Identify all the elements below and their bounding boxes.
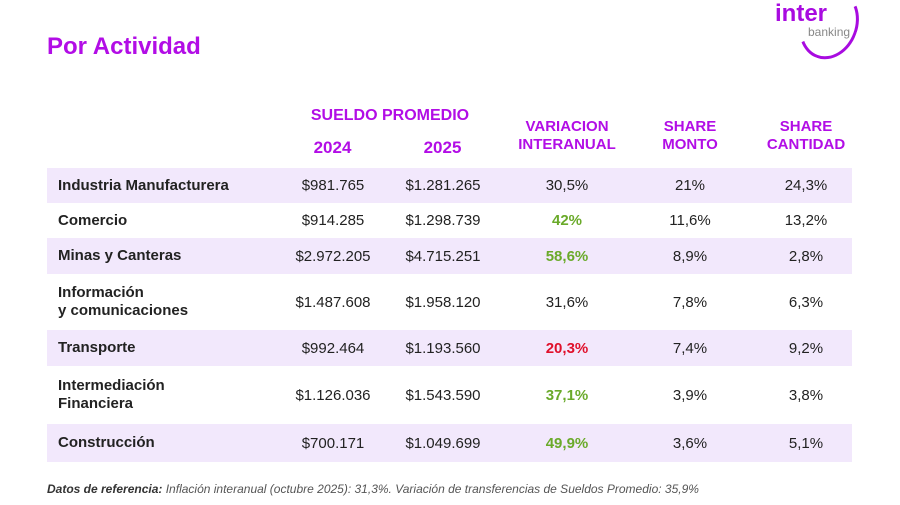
logo-subtext: banking [808,25,851,39]
row-label-line: Financiera [58,395,134,412]
cell-s2024: $1.126.036 [295,386,371,404]
footer-note: Datos de referencia: Inflación interanua… [47,482,699,496]
cell-var: 31,6% [545,293,589,311]
cell-cantidad: 3,8% [788,386,824,404]
header-line: INTERANUAL [518,136,616,153]
cell-var: 58,6% [545,247,589,265]
cell-cantidad: 13,2% [784,212,828,229]
header-line: MONTO [662,136,718,153]
table-row: Intermediación Financiera $1.126.036 $1.543… [47,366,852,424]
table-row: Construcción $700.171 $1.049.699 49,9% 3,6% 5… [47,424,852,462]
header-line: VARIACION [525,118,609,135]
page-title: Por Actividad [47,33,201,60]
header-share-cantidad: SHARE CANTIDAD [756,118,856,154]
cell-var: 49,9% [545,434,589,452]
cell-s2024: $700.171 [301,434,365,452]
interbanking-logo: inter banking [770,0,869,68]
header-line: CANTIDAD [766,136,846,153]
cell-monto: 7,8% [672,293,708,311]
row-label: Intermediación Financiera [58,377,165,413]
table-row: Transporte $992.464 $1.193.560 20,3% 7,4% 9,2… [47,330,852,366]
cell-s2024: $2.972.205 [295,247,371,265]
cell-s2025: $1.193.560 [405,339,481,357]
cell-monto: 11,6% [669,212,711,229]
row-label-line: Industria Manufacturera [58,176,229,194]
cell-s2025: $1.049.699 [405,434,481,452]
cell-cantidad: 5,1% [788,434,824,452]
cell-s2024: $992.464 [301,339,365,357]
cell-s2025: $1.281.265 [405,177,481,194]
row-label-line: y comunicaciones [58,302,189,319]
cell-monto: 7,4% [672,339,708,357]
header-line: SHARE [779,118,833,135]
logo-text: inter [775,0,828,27]
table-row: Minas y Canteras $2.972.205 $4.715.251 58,6… [47,238,852,274]
cell-s2024: $981.765 [301,177,365,194]
row-label-line: Intermediación [58,377,165,394]
row-label-line: Transporte [58,339,136,356]
footer-label: Datos de referencia: [47,482,163,496]
cell-s2025: $4.715.251 [405,247,481,265]
cell-s2025: $1.298.739 [405,212,481,229]
cell-var: 20,3% [545,339,589,357]
activity-table: Industria Manufacturera $981.765 $1.281.26… [47,168,852,462]
header-line: SHARE [663,118,717,135]
row-label: Minas y Canteras [58,247,181,265]
row-label: Información y comunicaciones [58,284,188,320]
cell-var: 30,5% [545,177,589,194]
cell-monto: 3,6% [672,434,708,452]
row-label-line: Minas y Canteras [58,247,182,264]
header-2025: 2025 [423,138,462,157]
header-2024: 2024 [313,138,352,157]
cell-var: 37,1% [545,386,589,404]
cell-var: 42% [551,212,583,229]
header-variacion: VARIACION INTERANUAL [507,118,627,154]
row-label: Transporte [58,339,136,357]
header-share-monto: SHARE MONTO [640,118,740,154]
header-sueldo-promedio: SUELDO PROMEDIO [310,107,470,124]
cell-s2024: $914.285 [301,212,365,229]
cell-cantidad: 6,3% [788,293,824,311]
footer-text: Inflación interanual (octubre 2025): 31,… [162,482,699,496]
table-row: Información y comunicaciones $1.487.608 $1.… [47,274,852,330]
row-label-line: Construcción [58,434,155,451]
cell-monto: 8,9% [672,247,708,265]
cell-s2025: $1.543.590 [405,386,481,404]
row-label: Industria Manufacturera [58,177,229,195]
cell-cantidad: 2,8% [788,247,824,265]
row-label-line: Comercio [58,211,128,229]
cell-monto: 21% [674,177,706,194]
row-label: Comercio [58,212,127,230]
cell-s2025: $1.958.120 [405,293,481,311]
table-row: Industria Manufacturera $981.765 $1.281.26… [47,168,852,203]
cell-s2024: $1.487.608 [295,293,371,311]
cell-cantidad: 9,2% [788,339,824,357]
cell-cantidad: 24,3% [784,177,828,194]
row-label-line: Información [58,284,144,301]
cell-monto: 3,9% [672,386,708,404]
row-label: Construcción [58,434,155,452]
table-row: Comercio $914.285 $1.298.739 42% 11,6% 13,2% [47,203,852,238]
